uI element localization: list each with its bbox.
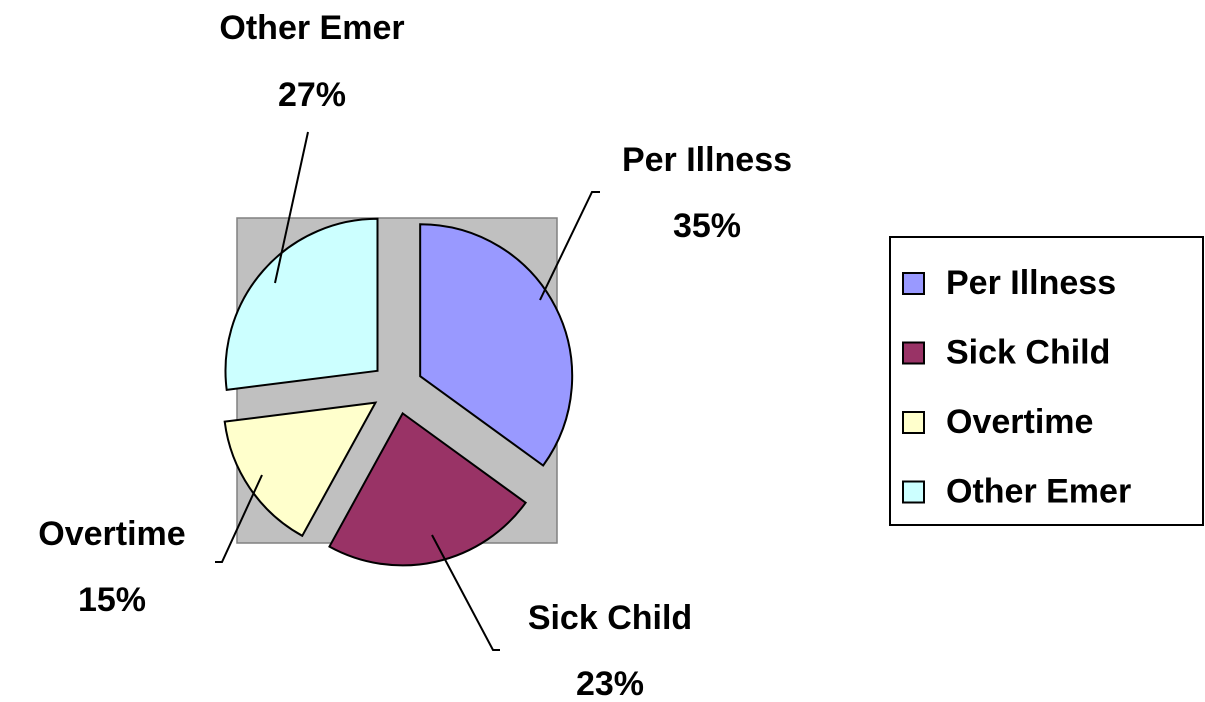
leader-line xyxy=(431,534,500,651)
slice-label: Sick Child xyxy=(528,599,692,637)
slice-value-label: 23% xyxy=(576,665,644,702)
slice-value-label: 15% xyxy=(78,581,146,619)
legend-label: Overtime xyxy=(946,403,1093,441)
slice-value-label: 35% xyxy=(673,207,741,245)
pie-slice xyxy=(328,411,528,567)
legend-label: Per Illness xyxy=(946,264,1116,302)
leader-line xyxy=(274,131,309,284)
legend-label: Other Emer xyxy=(946,472,1131,510)
leader-line xyxy=(539,191,600,301)
legend-swatch xyxy=(902,272,925,295)
legend-label: Sick Child xyxy=(946,333,1110,371)
legend-swatch xyxy=(902,480,925,504)
legend xyxy=(889,236,1204,526)
pie-slice xyxy=(224,217,379,391)
leader-line xyxy=(215,474,263,563)
slice-label: Overtime xyxy=(38,515,185,553)
slice-label: Other Emer xyxy=(219,9,404,47)
slice-value-label: 27% xyxy=(278,76,346,114)
pie-slice xyxy=(419,223,574,467)
legend-swatch xyxy=(902,341,925,365)
pie-slice xyxy=(223,401,378,538)
slice-label: Per Illness xyxy=(622,141,792,179)
legend-swatch xyxy=(902,411,925,434)
